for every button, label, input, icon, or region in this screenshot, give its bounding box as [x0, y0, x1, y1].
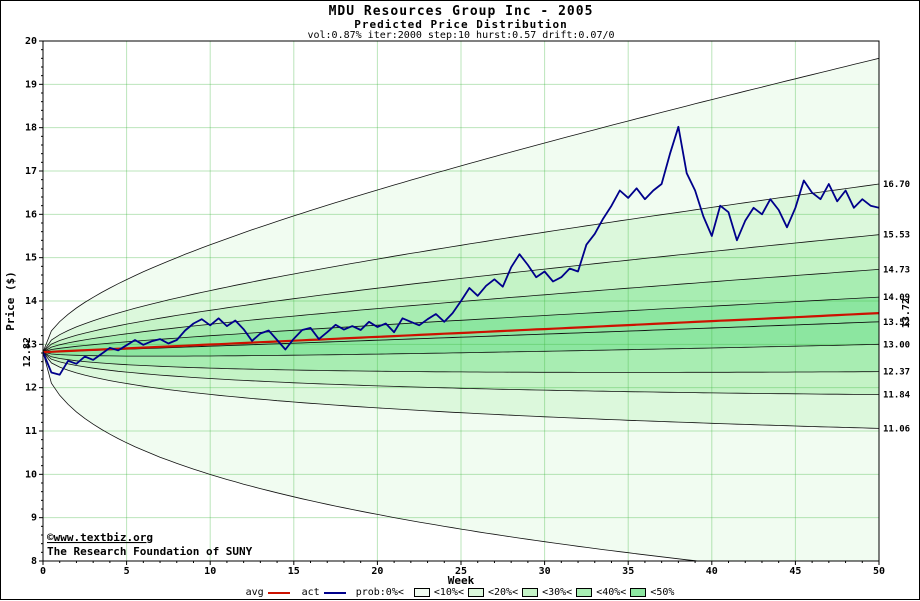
y-tick-label: 20 — [25, 36, 37, 47]
boundary-lower-20% — [43, 351, 879, 395]
legend-prob-label: prob:0%< — [355, 587, 404, 598]
band-end-label: 12.37 — [883, 368, 910, 378]
legend-act: act — [300, 587, 348, 598]
legend-swatch-10pct — [413, 588, 430, 597]
boundary-lower-10% — [43, 351, 879, 429]
chart-params: vol:0.87% iter:2000 step:10 hurst:0.57 d… — [307, 30, 614, 41]
watermark-org: The Research Foundation of SUNY — [47, 545, 253, 558]
x-tick-label: 50 — [873, 566, 885, 577]
y-tick-label: 12 — [25, 383, 37, 394]
boundary-lower-0% — [43, 351, 701, 561]
y-tick-label: 17 — [25, 166, 37, 177]
avg-end-price-label: 13.72 — [901, 298, 912, 328]
y-tick-label: 18 — [25, 123, 37, 134]
actual-price-line — [43, 125, 879, 376]
boundary-upper-0% — [43, 57, 879, 353]
y-tick-label: 11 — [25, 426, 37, 437]
legend-act-line-sample — [323, 591, 346, 594]
legend-avg-label: avg — [245, 587, 264, 598]
y-tick-label: 16 — [25, 209, 37, 220]
legend-act-label: act — [301, 587, 320, 598]
band-end-label: 13.00 — [883, 340, 910, 350]
watermark-url: ©www.textbiz.org — [47, 531, 153, 544]
legend-avg-line-sample — [267, 591, 290, 594]
plot-area — [43, 41, 879, 561]
legend-swatch-40pct — [576, 588, 593, 597]
avg-line — [43, 312, 879, 354]
legend-band-label: <20%< — [487, 587, 519, 598]
curves — [43, 57, 879, 561]
x-tick-label: 30 — [539, 566, 551, 577]
band-end-label: 15.53 — [883, 231, 910, 241]
right-edge-labels: 16.70 11.06 15.53 11.84 14.73 12.37 14.09 13.00… — [883, 180, 911, 434]
band-end-label: 11.06 — [883, 424, 910, 434]
band-end-label: 11.84 — [883, 391, 911, 401]
legend-swatch-50pct — [630, 588, 647, 597]
y-tick-label: 8 — [31, 556, 37, 567]
legend-band-label: <50% — [650, 587, 675, 598]
band-end-label: 14.73 — [883, 265, 910, 275]
start-price-label: 12.82 — [22, 337, 33, 367]
legend-avg: avg — [244, 587, 292, 598]
x-tick-label: 35 — [622, 566, 634, 577]
y-axis-label: Price ($) — [4, 271, 17, 331]
y-tick-label: 9 — [31, 513, 37, 524]
y-tick-label: 10 — [25, 469, 37, 480]
boundary-lower-30% — [43, 351, 879, 373]
boundary-upper-20% — [43, 234, 879, 353]
x-axis-label: Week — [448, 574, 475, 587]
x-tick-label: 20 — [371, 566, 383, 577]
legend-band-label: <30%< — [542, 587, 573, 598]
x-tick-label: 5 — [124, 566, 130, 577]
legend-swatch-30pct — [522, 588, 539, 597]
median-line — [43, 321, 879, 353]
x-tick-label: 0 — [40, 566, 46, 577]
median-end-label: 13.52 — [883, 318, 910, 328]
band-end-label: 16.70 — [883, 180, 910, 190]
boundary-upper-40% — [43, 296, 879, 353]
chart-subtitle: Predicted Price Distribution — [354, 18, 567, 31]
boundary-lower-40% — [43, 343, 879, 357]
chart-legend: avg act prob:0%< <10%< <20%< <30%< <40%< <50… — [1, 586, 919, 599]
boundary-upper-10% — [43, 183, 879, 353]
legend-band-swatches: <10%< <20%< <30%< <40%< <50% — [412, 587, 677, 598]
legend-band-label: <10%< — [433, 587, 464, 598]
x-tick-label: 40 — [706, 566, 718, 577]
legend-swatch-20pct — [467, 588, 484, 597]
x-tick-label: 25 — [455, 566, 467, 577]
y-tick-label: 13 — [25, 339, 37, 350]
y-tick-label: 14 — [25, 296, 37, 307]
x-tick-label: 15 — [288, 566, 300, 577]
y-tick-label: 19 — [25, 79, 37, 90]
x-tick-label: 45 — [789, 566, 801, 577]
chart-title: MDU Resources Group Inc - 2005 — [329, 4, 594, 19]
x-tick-label: 10 — [204, 566, 216, 577]
legend-band-label: <40%< — [596, 587, 627, 598]
band-end-label: 14.09 — [883, 293, 910, 303]
axes: 0 5 10 15 20 25 30 35 40 45 50 8 9 10 11 12 13 14 15 16 17 18… — [25, 36, 885, 577]
y-tick-label: 15 — [25, 253, 37, 264]
probability-bands — [43, 58, 879, 561]
